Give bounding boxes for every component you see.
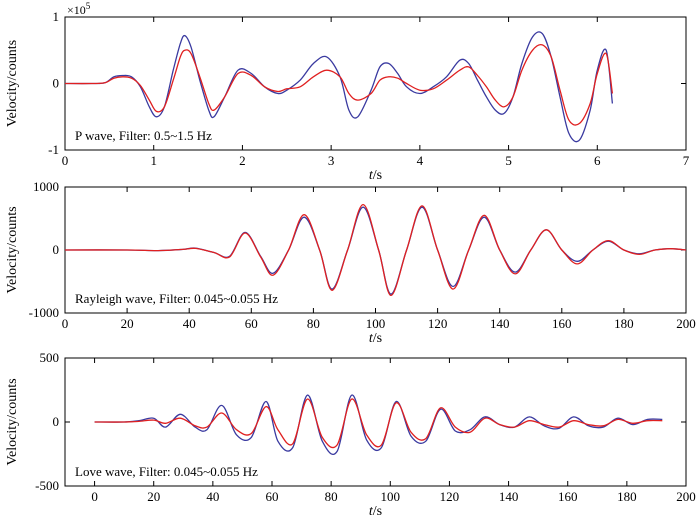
- panel-annotation: Love wave, Filter: 0.045~0.055 Hz: [75, 464, 258, 479]
- x-tick-label: 3: [328, 153, 335, 168]
- y-tick-label: 0: [53, 76, 60, 91]
- plot-frame: [64, 16, 687, 151]
- x-axis-label-unit: /s: [373, 168, 382, 183]
- y-tick-label: 1000: [33, 179, 59, 194]
- y-tick-label: -500: [35, 478, 59, 493]
- y-axis-label: Velocity/counts: [5, 206, 20, 293]
- x-tick-label: 80: [325, 489, 338, 504]
- x-tick-label: 120: [428, 316, 448, 331]
- x-tick-label: 4: [417, 153, 424, 168]
- x-tick-label: 0: [62, 316, 69, 331]
- x-tick-label: 1: [150, 153, 157, 168]
- y-tick-label: 0: [53, 242, 60, 257]
- chart-panel-2: 0 20 40 60 80 100 120 140 160 180 200-100001000Ray…: [5, 179, 696, 346]
- y-tick-label: 0: [53, 414, 60, 429]
- y-tick-label: -1: [48, 142, 59, 157]
- x-tick-label: 60: [266, 489, 279, 504]
- y-tick-label: -1000: [29, 305, 59, 320]
- x-tick-label: 180: [617, 489, 637, 504]
- chart-panel-3: 0 20 40 60 80 100 120 140 160 180 200 -500 0 500 Love …: [5, 350, 696, 519]
- x-axis-label-var: t: [369, 168, 374, 183]
- x-axis-label: t/s: [369, 504, 382, 519]
- series-line-red: [65, 43, 614, 126]
- x-axis-label-var: t: [369, 331, 374, 346]
- x-tick-label: 20: [121, 316, 134, 331]
- x-tick-label: 60: [245, 316, 258, 331]
- x-tick-label: 140: [490, 316, 510, 331]
- x-tick-label: 100: [366, 316, 386, 331]
- y-tick-label: 1: [53, 9, 60, 24]
- y-tick-label: 500: [40, 350, 60, 365]
- x-tick-label: 140: [499, 489, 519, 504]
- x-axis-label: t/s: [369, 331, 382, 346]
- x-tick-label: 200: [676, 489, 696, 504]
- panel-annotation: Rayleigh wave, Filter: 0.045~0.055 Hz: [75, 291, 278, 306]
- x-tick-label: 40: [183, 316, 196, 331]
- x-axis-label-unit: /s: [373, 331, 382, 346]
- y-axis-multiplier: ×105: [67, 1, 91, 17]
- x-tick-label: 160: [552, 316, 572, 331]
- x-tick-label: 100: [381, 489, 401, 504]
- x-tick-label: 7: [683, 153, 690, 168]
- x-tick-label: 0: [62, 153, 69, 168]
- x-tick-label: 5: [505, 153, 512, 168]
- series-line-blue: [94, 394, 663, 456]
- x-tick-label: 200: [676, 316, 696, 331]
- x-axis-label-var: t: [369, 504, 374, 519]
- x-tick-label: 20: [147, 489, 160, 504]
- x-tick-label: 120: [440, 489, 460, 504]
- x-axis-label-unit: /s: [373, 504, 382, 519]
- y-axis-multiplier-exp: 5: [86, 1, 91, 11]
- x-tick-label: 40: [206, 489, 219, 504]
- x-tick-label: 180: [614, 316, 634, 331]
- x-tick-label: 0: [91, 489, 98, 504]
- x-tick-label: 160: [558, 489, 578, 504]
- panel-annotation: P wave, Filter: 0.5~1.5 Hz: [75, 128, 212, 143]
- y-axis-label: Velocity/counts: [5, 40, 20, 127]
- x-tick-label: 6: [594, 153, 601, 168]
- x-tick-label: 2: [239, 153, 246, 168]
- y-axis-label: Velocity/counts: [5, 378, 20, 465]
- x-tick-label: 80: [307, 316, 320, 331]
- x-axis-label: t/s: [369, 168, 382, 183]
- series-line-red: [65, 203, 686, 297]
- y-axis-multiplier-base: ×10: [67, 3, 86, 17]
- series-line-red: [94, 398, 663, 449]
